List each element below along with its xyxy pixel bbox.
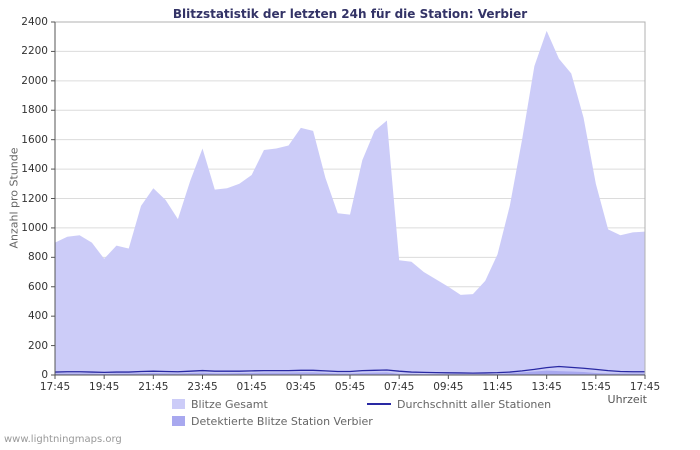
x-tick-label: 03:45 (285, 381, 316, 393)
y-tick-label: 1400 (21, 163, 48, 176)
y-tick-label: 1200 (21, 192, 48, 205)
x-axis-label: Uhrzeit (607, 393, 647, 406)
legend-swatch-blitze-gesamt-icon (172, 399, 185, 409)
y-tick-label: 800 (27, 251, 48, 264)
x-tick-label: 15:45 (580, 381, 611, 393)
legend-item-blitze-gesamt: Blitze Gesamt (172, 397, 268, 411)
legend-swatch-detektierte-icon (172, 416, 185, 426)
x-tick-label: 11:45 (482, 381, 513, 393)
x-tick-label: 07:45 (384, 381, 415, 393)
y-tick-label: 1600 (21, 133, 48, 146)
legend-label-detektierte: Detektierte Blitze Station Verbier (191, 414, 373, 428)
legend-line-swatch-icon (367, 403, 391, 405)
y-tick-label: 2400 (21, 16, 48, 28)
y-tick-label: 600 (27, 280, 48, 293)
x-tick-label: 17:45 (629, 381, 661, 393)
legend: Blitze Gesamt Durchschnitt aller Station… (172, 397, 632, 435)
y-tick-label: 2200 (21, 45, 48, 58)
x-tick-label: 17:45 (39, 381, 71, 393)
x-tick-label: 01:45 (236, 381, 267, 393)
watermark-link[interactable]: www.lightningmaps.org (4, 434, 122, 445)
y-tick-label: 1000 (21, 221, 48, 234)
y-tick-label: 0 (41, 369, 48, 381)
x-tick-label: 09:45 (433, 381, 464, 393)
x-tick-label: 13:45 (531, 381, 562, 393)
y-tick-label: 1800 (21, 104, 48, 117)
y-tick-label: 2000 (21, 74, 48, 87)
legend-label-durchschnitt: Durchschnitt aller Stationen (397, 397, 552, 411)
chart-title: Blitzstatistik der letzten 24h für die S… (172, 7, 528, 21)
legend-item-durchschnitt: Durchschnitt aller Stationen (367, 397, 551, 411)
y-tick-label: 200 (27, 339, 48, 352)
y-tick-label: 400 (27, 310, 48, 323)
legend-item-detektierte: Detektierte Blitze Station Verbier (172, 414, 373, 428)
x-tick-label: 19:45 (89, 381, 120, 393)
x-tick-label: 05:45 (334, 381, 366, 393)
legend-label-blitze-gesamt: Blitze Gesamt (191, 397, 268, 411)
x-tick-label: 21:45 (138, 381, 169, 393)
x-tick-label: 23:45 (187, 381, 218, 393)
